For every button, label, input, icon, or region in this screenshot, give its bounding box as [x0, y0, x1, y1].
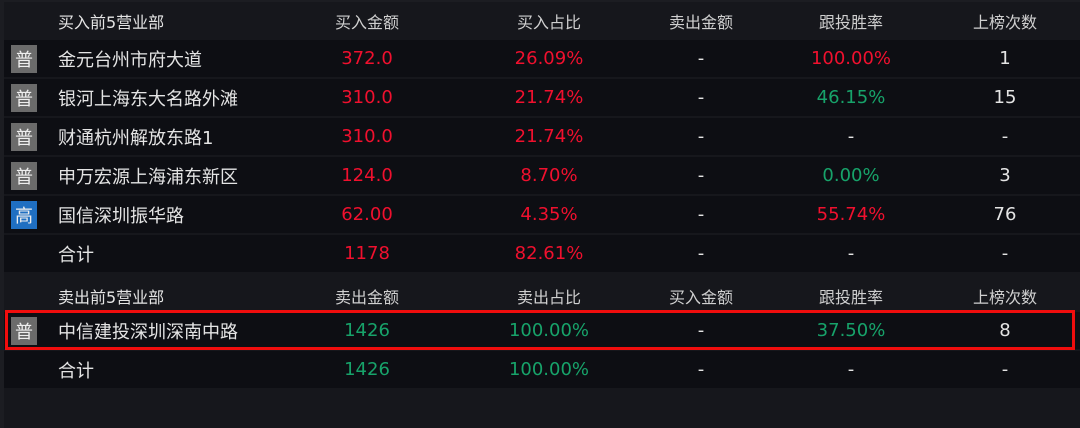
ratio: 21.74% — [514, 126, 584, 147]
column-header: 卖出前5营业部 — [58, 287, 165, 307]
sell-total-row: 合计 1426 100.00% - - - — [4, 351, 1080, 388]
total-count: - — [1001, 243, 1009, 264]
broker-type-badge: 普 — [11, 84, 37, 112]
buy-broker-row[interactable]: 普申万宏源上海浦东新区 124.0 8.70% - 0.00% 3 — [4, 157, 1080, 194]
win-rate: 100.00% — [810, 48, 892, 69]
ratio: 21.74% — [514, 87, 584, 108]
column-header: 跟投胜率 — [818, 287, 883, 307]
win-rate: 55.74% — [816, 204, 886, 225]
list-count: 1 — [999, 48, 1011, 69]
win-rate: 46.15% — [816, 87, 886, 108]
opposite-amount: - — [697, 87, 705, 108]
broker-type-badge: 高 — [11, 201, 37, 229]
broker-name: 银河上海东大名路外滩 — [58, 88, 238, 110]
ratio: 4.35% — [520, 204, 578, 225]
list-count: - — [1001, 126, 1009, 147]
column-header: 卖出占比 — [516, 287, 581, 307]
buy-broker-row[interactable]: 高国信深圳振华路 62.00 4.35% - 55.74% 76 — [4, 196, 1080, 233]
total-opposite: - — [697, 359, 705, 380]
amount: 310.0 — [341, 87, 393, 108]
opposite-amount: - — [697, 48, 705, 69]
opposite-amount: - — [697, 165, 705, 186]
broker-name: 国信深圳振华路 — [58, 205, 184, 227]
opposite-amount: - — [697, 126, 705, 147]
win-rate: 0.00% — [822, 165, 880, 186]
broker-type-badge: 普 — [11, 45, 37, 73]
total-amount: 1178 — [344, 243, 390, 264]
column-header: 卖出金额 — [668, 12, 733, 32]
total-amount: 1426 — [344, 359, 390, 380]
total-opposite: - — [697, 243, 705, 264]
broker-name: 中信建投深圳深南中路 — [58, 321, 238, 343]
buy-header-row: 买入前5营业部 买入金额 买入占比 卖出金额 跟投胜率 上榜次数 — [4, 2, 1080, 39]
opposite-amount: - — [697, 204, 705, 225]
total-label: 合计 — [58, 360, 94, 382]
list-count: 15 — [993, 87, 1017, 108]
buy-broker-row[interactable]: 普银河上海东大名路外滩 310.0 21.74% - 46.15% 15 — [4, 79, 1080, 116]
buy-broker-row[interactable]: 普金元台州市府大道 372.0 26.09% - 100.00% 1 — [4, 40, 1080, 77]
opposite-amount: - — [697, 320, 705, 341]
amount: 124.0 — [341, 165, 393, 186]
total-label: 合计 — [58, 244, 94, 266]
buy-broker-row[interactable]: 普财通杭州解放东路1 310.0 21.74% - - - — [4, 118, 1080, 155]
broker-name: 财通杭州解放东路1 — [58, 127, 214, 149]
win-rate: - — [847, 126, 855, 147]
amount: 372.0 — [341, 48, 393, 69]
total-ratio: 100.00% — [508, 359, 590, 380]
ratio: 100.00% — [508, 320, 590, 341]
sell-header-row: 卖出前5营业部 卖出金额 卖出占比 买入金额 跟投胜率 上榜次数 — [4, 277, 1080, 314]
amount: 310.0 — [341, 126, 393, 147]
list-count: 76 — [993, 204, 1017, 225]
column-header: 买入金额 — [334, 12, 399, 32]
ratio: 8.70% — [520, 165, 578, 186]
broker-type-badge: 普 — [11, 123, 37, 151]
buy-total-row: 合计 1178 82.61% - - - — [4, 235, 1080, 272]
column-header: 跟投胜率 — [818, 12, 883, 32]
list-count: 3 — [999, 165, 1011, 186]
sell-broker-row[interactable]: 普中信建投深圳深南中路 1426 100.00% - 37.50% 8 — [4, 312, 1080, 349]
win-rate: 37.50% — [816, 320, 886, 341]
ratio: 26.09% — [514, 48, 584, 69]
broker-type-badge: 普 — [11, 317, 37, 345]
amount: 62.00 — [341, 204, 393, 225]
broker-name: 申万宏源上海浦东新区 — [58, 166, 238, 188]
total-win-rate: - — [847, 243, 855, 264]
column-header: 卖出金额 — [334, 287, 399, 307]
broker-type-badge: 普 — [11, 162, 37, 190]
column-header: 上榜次数 — [972, 12, 1037, 32]
column-header: 买入占比 — [516, 12, 581, 32]
column-header: 买入前5营业部 — [58, 12, 165, 32]
amount: 1426 — [344, 320, 390, 341]
total-ratio: 82.61% — [514, 243, 584, 264]
column-header: 上榜次数 — [972, 287, 1037, 307]
total-win-rate: - — [847, 359, 855, 380]
column-header: 买入金额 — [668, 287, 733, 307]
broker-name: 金元台州市府大道 — [58, 49, 202, 71]
list-count: 8 — [999, 320, 1011, 341]
total-count: - — [1001, 359, 1009, 380]
